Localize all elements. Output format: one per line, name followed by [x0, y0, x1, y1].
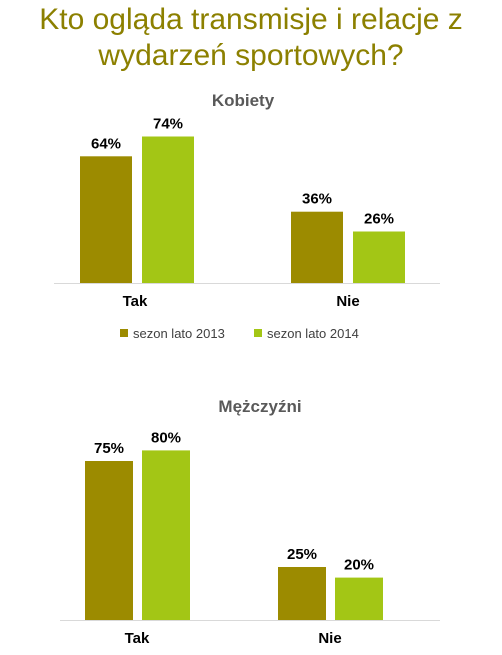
data-label-nie-2014: 20%: [344, 557, 374, 574]
bar-nie-2013: [278, 567, 326, 620]
category-label-nie: Nie: [318, 630, 341, 647]
title-line-2: wydarzeń sportowych?: [98, 39, 404, 72]
bar-tak-2014: [142, 450, 190, 620]
legend: sezon lato 2013 sezon lato 2014: [120, 326, 359, 341]
panel-mezczyzni: Mężczyźni 75% 80% 25% 20% Tak Nie: [60, 397, 440, 647]
panel-kobiety: Kobiety 64% 74% 36% 26% Tak Nie: [54, 91, 440, 310]
legend-label-2014: sezon lato 2014: [267, 326, 359, 341]
bar-nie-2014: [353, 231, 405, 283]
data-label-tak-2014: 74%: [153, 116, 183, 133]
category-label-tak: Tak: [123, 293, 148, 310]
category-label-nie: Nie: [336, 293, 359, 310]
bar-tak-2013: [85, 461, 133, 620]
legend-label-2013: sezon lato 2013: [133, 326, 225, 341]
title-line-1: Kto ogląda transmisje i relacje z: [39, 3, 463, 36]
data-label-nie-2014: 26%: [364, 211, 394, 228]
bar-tak-2013: [80, 156, 132, 283]
bar-nie-2014: [335, 577, 383, 620]
bar-tak-2014: [142, 136, 194, 283]
page-title: Kto ogląda transmisje i relacje z wydarz…: [0, 2, 502, 74]
data-label-tak-2014: 80%: [151, 429, 181, 446]
bars-mezczyzni: 75% 80% 25% 20%: [85, 429, 383, 620]
legend-swatch-2013: [120, 329, 128, 337]
category-label-tak: Tak: [125, 630, 150, 647]
bars-kobiety: 64% 74% 36% 26%: [80, 116, 405, 283]
data-label-nie-2013: 25%: [287, 546, 317, 563]
data-label-tak-2013: 64%: [91, 135, 121, 152]
panel-title-kobiety: Kobiety: [212, 91, 275, 110]
panel-title-mezczyzni: Mężczyźni: [218, 397, 301, 416]
data-label-nie-2013: 36%: [302, 191, 332, 208]
bar-nie-2013: [291, 211, 343, 283]
data-label-tak-2013: 75%: [94, 440, 124, 457]
legend-swatch-2014: [254, 329, 262, 337]
